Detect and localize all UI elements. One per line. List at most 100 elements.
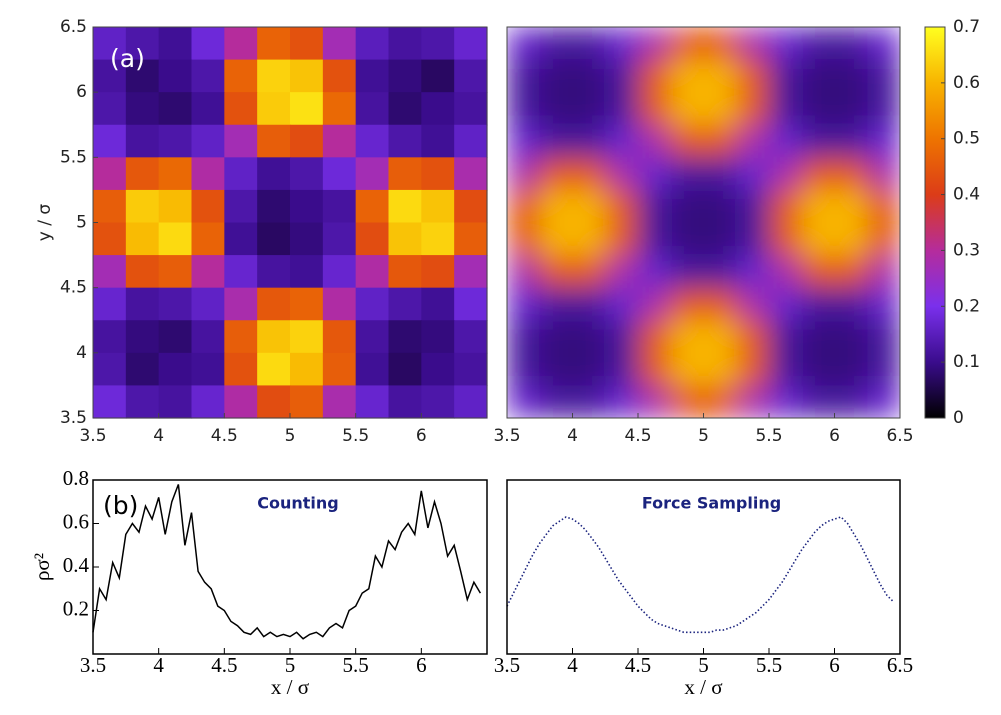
heatmap-cell [125, 222, 160, 256]
heatmap-cell [191, 287, 225, 321]
heatmap-cell [867, 124, 900, 158]
heatmap-cell [507, 189, 541, 224]
colorbar-tick-label: 0.4 [953, 185, 980, 205]
heatmap-cell [93, 157, 127, 191]
x-tick-label: 3.5 [494, 653, 520, 677]
data-line [92, 484, 482, 640]
heatmap-cell [191, 59, 225, 93]
heatmap-cell [670, 157, 705, 191]
heatmap-cell [703, 287, 737, 321]
heatmap-cell [605, 255, 639, 289]
heatmap-cell [638, 222, 672, 256]
colorbar [924, 26, 946, 419]
heatmap-cell [454, 320, 488, 354]
heatmap-cell [867, 59, 900, 93]
heatmap-cell [421, 287, 455, 321]
heatmap-cell [703, 27, 737, 61]
heatmap-cell [355, 320, 390, 354]
heatmap-cell [125, 59, 160, 93]
heatmap-cell [703, 157, 737, 191]
heatmap-cell [224, 352, 258, 387]
plot-title: Counting [257, 494, 339, 513]
x-tick-label: 5.5 [342, 426, 369, 446]
heatmap-cell [322, 287, 357, 321]
heatmap-cell [158, 222, 193, 256]
heatmap-cell [638, 124, 672, 158]
heatmap-cell [703, 255, 737, 289]
heatmap-cell [158, 320, 193, 354]
heatmap-cell [736, 189, 770, 224]
heatmap-cell [158, 92, 193, 126]
heatmap-cell [867, 287, 900, 321]
heatmap-cell [638, 59, 672, 93]
heatmap-cell [769, 27, 803, 61]
heatmap-cell [158, 189, 193, 224]
heatmap-cell [158, 287, 193, 321]
heatmap-cell [539, 27, 574, 61]
x-tick-label: 5 [698, 426, 709, 446]
heatmap-cell [801, 189, 836, 224]
heatmap-cell [703, 352, 737, 387]
heatmap-cell [572, 189, 606, 224]
heatmap-cell [539, 92, 574, 126]
x-tick-label: 3.5 [80, 653, 106, 677]
heatmap-cell [355, 27, 390, 61]
x-tick-label: 4.5 [624, 426, 651, 446]
heatmap-cell [191, 157, 225, 191]
heatmap-cell [507, 320, 541, 354]
heatmap-cell [507, 255, 541, 289]
heatmap-cell [322, 320, 357, 354]
heatmap-cell [867, 92, 900, 126]
heatmap-cell [421, 352, 455, 387]
heatmap-cell [572, 352, 606, 387]
heatmap-cell [93, 92, 127, 126]
y-tick-label: 0.4 [63, 553, 90, 577]
x-tick-label: 6 [416, 653, 427, 677]
heatmap-cell [355, 92, 390, 126]
heatmap-cell [867, 352, 900, 387]
x-axis-label: x / σ [271, 675, 309, 699]
heatmap-cell [670, 385, 705, 418]
x-tick-label: 4 [567, 653, 578, 677]
heatmap-cell [834, 27, 868, 61]
heatmap-cell [670, 287, 705, 321]
heatmap-cell [257, 222, 291, 256]
heatmap-cell [834, 59, 868, 93]
x-tick-label: 4 [567, 426, 578, 446]
heatmap-cell [355, 255, 390, 289]
x-tick-label: 6 [829, 653, 840, 677]
heatmap-cell [736, 352, 770, 387]
heatmap-cell [605, 222, 639, 256]
heatmap-cell [769, 255, 803, 289]
heatmap-cell [125, 385, 160, 419]
heatmap-cell [769, 385, 803, 418]
heatmap-cell [290, 59, 324, 93]
x-tick-label: 4 [153, 653, 164, 677]
heatmap-cell [507, 287, 541, 321]
data-line [506, 516, 895, 634]
heatmap-cell [539, 59, 574, 93]
heatmap-cell [769, 59, 803, 93]
heatmap-cell [572, 92, 606, 126]
heatmap-cell [224, 222, 258, 256]
heatmap-cell [867, 385, 900, 418]
heatmap-cell [93, 352, 127, 387]
y-tick-label: 0.6 [63, 509, 89, 533]
heatmap-cell [703, 124, 737, 158]
x-tick-label: 3.5 [493, 426, 520, 446]
heatmap-cell [224, 157, 258, 191]
heatmap-cell [638, 189, 672, 224]
heatmap-cell [572, 124, 606, 158]
heatmap-cell [834, 124, 868, 158]
y-tick-label: 0.8 [63, 466, 89, 490]
heatmap-cell [454, 157, 488, 191]
heatmap-cell [388, 27, 422, 61]
heatmap-cell [158, 59, 193, 93]
heatmap-cell [834, 255, 868, 289]
heatmap-cell [572, 255, 606, 289]
heatmap-cell [670, 222, 705, 256]
y-tick-label: 3.5 [60, 408, 87, 428]
panel-label: (a) [110, 44, 145, 73]
heatmap-cell [605, 385, 639, 418]
